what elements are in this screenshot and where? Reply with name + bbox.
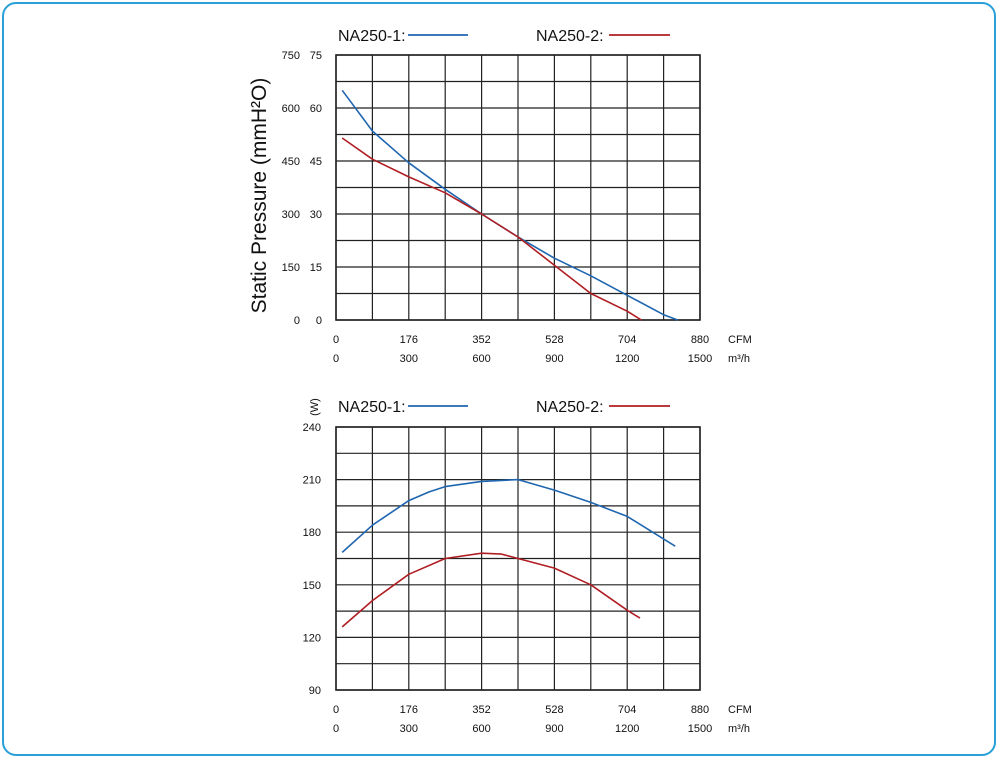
- y-tick-label: 90: [309, 685, 321, 697]
- x-tick-label-cfm: 528: [545, 334, 563, 346]
- series-line: [341, 552, 641, 628]
- x-tick-label-cfm: 0: [333, 704, 339, 716]
- x-tick-label-cfm: 880: [691, 334, 709, 346]
- y-tick-label-left: 0: [294, 315, 300, 327]
- y-tick-label: 210: [303, 475, 321, 487]
- y-tick-label-right: 0: [316, 315, 322, 327]
- plot-border: [335, 426, 701, 691]
- x-tick-label-m3h: 0: [333, 353, 339, 365]
- y-tick-label-left: 600: [282, 103, 300, 115]
- x-tick-label-m3h: 1200: [615, 353, 639, 365]
- y-tick-label: 180: [303, 527, 321, 539]
- y-tick-label-left: 150: [282, 262, 300, 274]
- x-tick-label-m3h: 1500: [688, 353, 712, 365]
- x-tick-label-cfm: 704: [618, 334, 636, 346]
- y-axis-label: (W): [309, 398, 321, 416]
- y-tick-label-right: 75: [310, 50, 322, 62]
- x-tick-label-m3h: 1200: [615, 723, 639, 735]
- y-axis-label: Static Pressure (mmH²O): [248, 78, 271, 314]
- x-tick-label-m3h: 300: [400, 353, 418, 365]
- x-tick-label-cfm: 528: [545, 704, 563, 716]
- legend-label: NA250-1:: [338, 28, 406, 45]
- y-tick-label-left: 450: [282, 156, 300, 168]
- x-tick-label-m3h: 0: [333, 723, 339, 735]
- y-tick-label-right: 15: [310, 262, 322, 274]
- x-tick-label-m3h: 600: [472, 723, 490, 735]
- x-tick-label-m3h: 300: [400, 723, 418, 735]
- y-tick-label-right: 45: [310, 156, 322, 168]
- y-tick-label: 240: [303, 422, 321, 434]
- y-tick-label-left: 750: [282, 50, 300, 62]
- x-unit-cfm: CFM: [728, 704, 752, 716]
- y-tick-label-right: 30: [310, 209, 322, 221]
- x-unit-m3h: m³/h: [728, 353, 750, 365]
- x-tick-label-cfm: 704: [618, 704, 636, 716]
- y-tick-label: 150: [303, 580, 321, 592]
- x-tick-label-m3h: 900: [545, 723, 563, 735]
- legend-label: NA250-2:: [536, 28, 604, 45]
- plot-border: [335, 54, 701, 321]
- x-tick-label-cfm: 352: [472, 704, 490, 716]
- x-tick-label-cfm: 176: [400, 704, 418, 716]
- x-tick-label-cfm: 880: [691, 704, 709, 716]
- y-tick-label-right: 60: [310, 103, 322, 115]
- x-tick-label-cfm: 176: [400, 334, 418, 346]
- series-line: [341, 478, 676, 553]
- legend-label: NA250-2:: [536, 399, 604, 416]
- series-line: [341, 137, 642, 321]
- x-unit-m3h: m³/h: [728, 723, 750, 735]
- legend-label: NA250-1:: [338, 399, 406, 416]
- x-tick-label-m3h: 600: [472, 353, 490, 365]
- x-unit-cfm: CFM: [728, 334, 752, 346]
- x-tick-label-m3h: 900: [545, 353, 563, 365]
- y-tick-label: 120: [303, 632, 321, 644]
- x-tick-label-cfm: 352: [472, 334, 490, 346]
- x-tick-label-cfm: 0: [333, 334, 339, 346]
- y-tick-label-left: 300: [282, 209, 300, 221]
- x-tick-label-m3h: 1500: [688, 723, 712, 735]
